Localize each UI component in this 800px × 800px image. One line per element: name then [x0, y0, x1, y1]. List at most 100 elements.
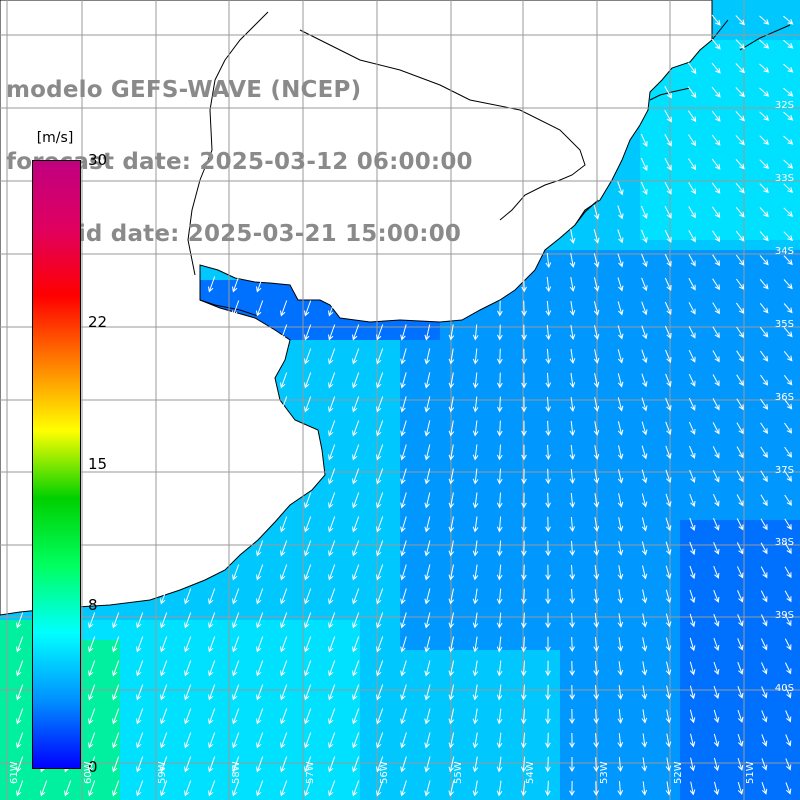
wind-arrow [521, 444, 527, 461]
wind-arrow [783, 255, 793, 266]
wind-arrow [352, 756, 360, 773]
wind-arrow [328, 324, 336, 341]
wind-arrow [735, 111, 745, 122]
wind-arrow [545, 396, 552, 413]
wind-arrow [641, 493, 648, 508]
wind-arrow [569, 277, 576, 292]
wind-arrow [112, 684, 120, 701]
wind-arrow [713, 709, 720, 724]
wind-arrow [759, 302, 769, 314]
wind-arrow [784, 566, 792, 579]
wind-arrow [184, 660, 192, 677]
wind-arrow [280, 540, 288, 557]
wind-arrow [689, 469, 696, 483]
wind-arrow [617, 445, 624, 460]
wind-arrow [641, 253, 648, 268]
wind-arrow [472, 780, 479, 797]
wind-arrow [328, 420, 336, 437]
wind-arrow [784, 398, 793, 410]
wind-arrow [735, 230, 745, 242]
wind-arrow [737, 757, 744, 771]
wind-arrow [735, 39, 745, 50]
wind-arrow [617, 469, 624, 484]
wind-arrow [376, 492, 384, 509]
wind-arrow [737, 781, 744, 795]
wind-arrow [280, 372, 288, 389]
wind-arrow [352, 348, 360, 365]
wind-arrow [448, 420, 455, 437]
wind-arrow [256, 276, 264, 293]
wind-arrow [713, 518, 720, 531]
wind-arrow [545, 420, 552, 437]
wind-arrow [569, 708, 575, 725]
wind-arrow [688, 134, 697, 147]
wind-arrow [688, 421, 696, 435]
wind-arrow [593, 301, 600, 316]
wind-arrow [761, 782, 768, 795]
title-model: modelo GEFS-WAVE (NCEP) [6, 77, 362, 103]
wind-arrow [376, 468, 384, 485]
wind-arrow [496, 684, 503, 701]
wind-arrow [664, 253, 672, 267]
wind-arrow [88, 684, 96, 701]
wind-arrow [521, 396, 527, 413]
wind-arrow [641, 301, 648, 316]
wind-arrow [376, 444, 384, 461]
wind-arrow [617, 757, 624, 772]
wind-arrow [497, 348, 503, 365]
wind-arrow [759, 207, 769, 218]
wind-arrow [520, 708, 527, 725]
wind-arrow [783, 231, 793, 242]
wind-arrow [400, 780, 407, 797]
wind-arrow [304, 780, 312, 797]
map-title: modelo GEFS-WAVE (NCEP) forecast date: 2… [6, 30, 473, 270]
wind-arrow [785, 758, 792, 771]
wind-arrow [713, 637, 720, 651]
wind-arrow [16, 708, 24, 725]
wind-arrow [760, 374, 769, 386]
wind-arrow [759, 63, 770, 73]
wind-arrow [304, 324, 312, 341]
wind-arrow [737, 686, 744, 699]
wind-arrow [304, 492, 312, 509]
wind-arrow [184, 588, 192, 605]
wind-arrow [520, 732, 527, 749]
wind-arrow [569, 612, 575, 629]
wind-arrow [304, 540, 312, 557]
wind-arrow [496, 588, 503, 605]
wind-arrow [593, 349, 600, 364]
wind-arrow [688, 206, 696, 219]
wind-arrow [280, 300, 288, 317]
wind-arrow [593, 253, 600, 268]
wind-arrow [521, 564, 527, 581]
wind-arrow [760, 422, 768, 434]
wind-arrow [400, 444, 407, 461]
wind-arrow [521, 348, 527, 365]
wind-arrow [760, 398, 769, 410]
wind-arrow [711, 134, 721, 146]
wind-arrow [617, 517, 624, 532]
wind-arrow [160, 612, 168, 629]
wind-arrow [328, 516, 336, 533]
wind-arrow [496, 660, 503, 677]
wind-arrow [784, 542, 792, 555]
wind-arrows [16, 14, 794, 797]
wind-arrow [256, 780, 264, 797]
wind-arrow [783, 159, 794, 169]
wind-arrow [232, 660, 240, 677]
wind-arrow [712, 278, 720, 291]
wind-arrow [280, 636, 288, 653]
wind-arrow [617, 661, 624, 676]
wind-arrow [88, 732, 96, 749]
wind-arrow [569, 468, 576, 485]
wind-arrow [569, 660, 575, 677]
wind-arrow [569, 516, 576, 533]
wind-arrow [593, 205, 600, 220]
wind-arrow [112, 756, 120, 773]
wind-arrow [400, 396, 407, 413]
wind-arrow [208, 636, 216, 653]
wind-arrow [521, 516, 527, 533]
wind-arrow [280, 660, 288, 677]
wind-arrow [448, 780, 455, 797]
wind-arrow [689, 613, 696, 628]
